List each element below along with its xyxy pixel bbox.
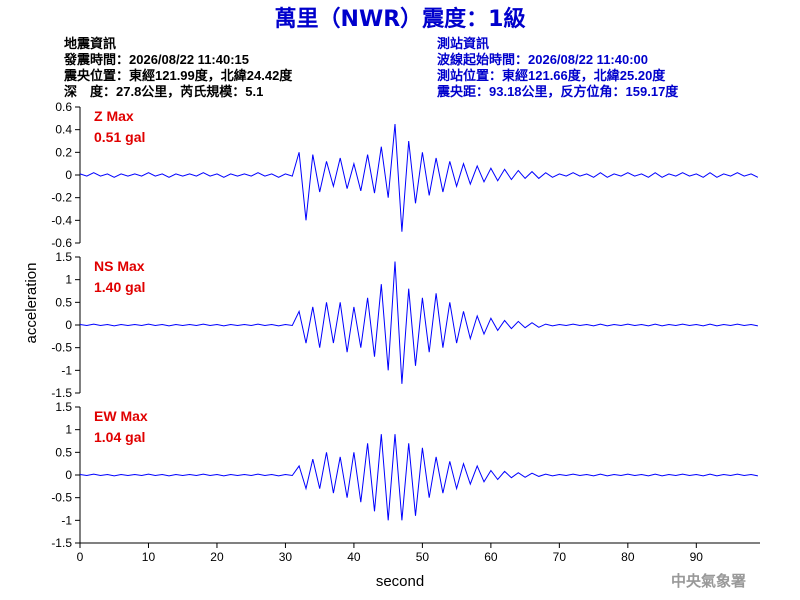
y-tick-label: 0.4: [55, 123, 72, 137]
y-tick-label: -0.5: [51, 341, 72, 355]
y-tick-label: 1: [65, 273, 72, 287]
y-tick-label: 1: [65, 423, 72, 437]
x-tick-label: 0: [77, 550, 84, 564]
x-axis-label: second: [376, 573, 424, 590]
x-tick-label: 20: [210, 550, 224, 564]
y-tick-label: 0.6: [55, 100, 72, 114]
y-tick-label: 0: [65, 168, 72, 182]
y-tick-label: 0: [65, 468, 72, 482]
y-tick-label: 0.5: [55, 445, 72, 459]
y-tick-label: -0.4: [51, 213, 72, 227]
info-line: 震央位置：東經121.99度，北緯24.42度: [63, 68, 293, 83]
title: 萬里（NWR）震度：1級: [275, 6, 526, 32]
info-line: 深 度：27.8公里，芮氏規模：5.1: [64, 84, 263, 99]
y-tick-label: 1.5: [55, 400, 72, 414]
waveform: [79, 261, 759, 384]
y-axis-label: acceleration: [23, 263, 40, 344]
y-tick-label: -1: [61, 363, 72, 377]
info-line: 測站資訊: [437, 36, 489, 51]
watermark: 中央氣象署: [671, 572, 746, 590]
info-line: 發震時間：2026/08/22 11:40:15: [63, 52, 249, 67]
peak-value: 0.51 gal: [94, 129, 145, 145]
y-tick-label: 0: [65, 318, 72, 332]
quake-info: 地震資訊 發震時間：2026/08/22 11:40:15 震央位置：東經121…: [63, 36, 293, 99]
component-label: Z Max: [94, 108, 134, 124]
y-tick-label: 0.5: [55, 295, 72, 309]
y-tick-label: -1.5: [51, 386, 72, 400]
x-tick-label: 40: [347, 550, 361, 564]
waveform: [79, 123, 759, 232]
component-label: NS Max: [94, 258, 145, 274]
x-tick-label: 60: [484, 550, 498, 564]
info-line: 測站位置：東經121.66度，北緯25.20度: [437, 68, 666, 83]
info-line: 地震資訊: [64, 36, 116, 51]
peak-value: 1.40 gal: [94, 279, 145, 295]
x-tick-label: 50: [416, 550, 430, 564]
x-tick-label: 80: [621, 550, 635, 564]
station-info: 測站資訊 波線起始時間：2026/08/22 11:40:00 測站位置：東經1…: [436, 36, 679, 99]
y-tick-label: -0.2: [51, 191, 72, 205]
x-tick-label: 90: [690, 550, 704, 564]
y-tick-label: -1: [61, 513, 72, 527]
peak-value: 1.04 gal: [94, 429, 145, 445]
x-tick-label: 10: [142, 550, 156, 564]
y-tick-label: 1.5: [55, 250, 72, 264]
waveform: [79, 434, 759, 521]
x-tick-label: 30: [279, 550, 293, 564]
y-tick-label: -0.6: [51, 236, 72, 250]
y-tick-label: -1.5: [51, 536, 72, 550]
component-label: EW Max: [94, 408, 148, 424]
y-tick-label: 0.2: [55, 145, 72, 159]
y-tick-label: -0.5: [51, 491, 72, 505]
x-tick-label: 70: [553, 550, 567, 564]
info-line: 震央距：93.18公里，反方位角：159.17度: [436, 84, 679, 99]
info-line: 波線起始時間：2026/08/22 11:40:00: [437, 52, 648, 67]
